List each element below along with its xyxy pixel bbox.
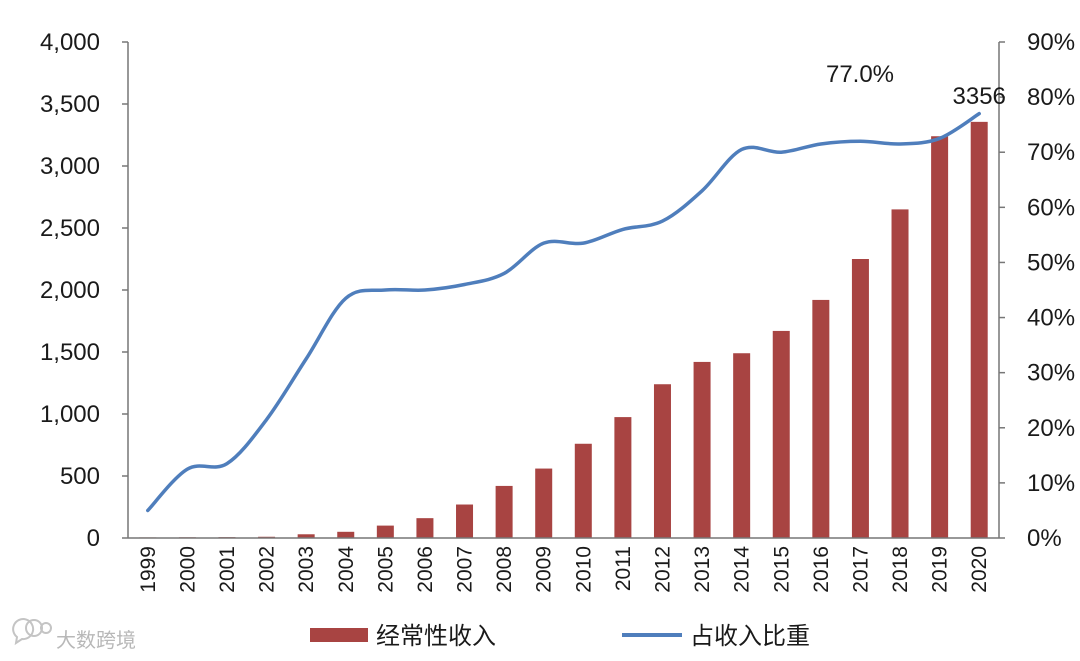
left-tick-label: 3,500 xyxy=(40,91,100,118)
legend-line-label: 占收入比重 xyxy=(690,622,810,650)
x-tick-label: 2003 xyxy=(295,546,318,593)
x-tick-label: 2001 xyxy=(216,546,239,593)
bar xyxy=(614,417,632,538)
legend-bar-swatch xyxy=(310,628,368,642)
x-tick-label: 2016 xyxy=(810,546,833,593)
bar xyxy=(733,353,751,538)
bar xyxy=(851,259,869,538)
watermark: 大数跨境 xyxy=(12,618,136,652)
bar xyxy=(693,361,711,538)
x-tick-label: 2013 xyxy=(691,546,714,593)
right-y-axis: 0% 10% 20% 30% 40% 50% 60% 70% 80% 90% xyxy=(998,29,1075,552)
x-tick-label: 2008 xyxy=(493,546,516,593)
bar xyxy=(297,534,315,538)
right-tick-label: 80% xyxy=(1027,84,1075,111)
x-tick-label: 2005 xyxy=(374,546,397,593)
left-tick-label: 1,000 xyxy=(40,401,100,428)
x-tick-label: 2011 xyxy=(612,546,635,591)
left-tick-label: 3,000 xyxy=(40,153,100,180)
x-axis: 1999 2000 2001 2002 2003 2004 2005 2006 2007 2008… xyxy=(128,537,999,593)
bar-series xyxy=(139,121,988,539)
x-tick-label: 2009 xyxy=(533,546,556,593)
left-tick-label: 0 xyxy=(87,525,100,552)
annotations: 77.0% 3356 xyxy=(826,61,1006,110)
annotation-last-percent: 77.0% xyxy=(826,61,894,88)
x-tick-label: 1999 xyxy=(137,546,160,593)
bar xyxy=(416,518,434,538)
right-tick-label: 70% xyxy=(1027,139,1075,166)
x-tick-label: 2018 xyxy=(889,546,912,593)
x-tick-label: 2006 xyxy=(414,546,437,593)
x-tick-label: 2015 xyxy=(770,546,793,593)
bar xyxy=(891,209,909,538)
x-tick-label: 2010 xyxy=(572,546,595,593)
left-tick-label: 2,500 xyxy=(40,215,100,242)
bar xyxy=(495,485,513,538)
bar xyxy=(574,443,592,538)
right-tick-label: 20% xyxy=(1027,415,1075,442)
left-tick-label: 4,000 xyxy=(40,29,100,56)
x-tick-label: 2014 xyxy=(731,546,754,593)
bar xyxy=(970,121,988,538)
right-tick-label: 40% xyxy=(1027,305,1075,332)
bar xyxy=(376,525,394,538)
left-tick-label: 1,500 xyxy=(40,339,100,366)
annotation-last-value: 3356 xyxy=(953,83,1006,110)
bar xyxy=(653,384,671,538)
bar xyxy=(772,330,790,538)
left-y-axis: 0 500 1,000 1,500 2,000 2,500 3,000 3,500 4,000 xyxy=(40,29,129,552)
x-tick-label: 2017 xyxy=(849,546,872,593)
left-tick-label: 2,000 xyxy=(40,277,100,304)
right-tick-label: 30% xyxy=(1027,360,1075,387)
right-tick-label: 50% xyxy=(1027,249,1075,276)
x-tick-label: 2004 xyxy=(335,546,358,593)
x-tick-label: 2019 xyxy=(929,546,952,593)
line-series xyxy=(146,111,981,513)
bar xyxy=(456,504,474,538)
right-tick-label: 90% xyxy=(1027,29,1075,56)
x-tick-label: 2007 xyxy=(454,546,477,593)
x-tick-label: 2012 xyxy=(651,546,674,593)
right-tick-label: 10% xyxy=(1027,470,1075,497)
chat-bubble-logo-icon xyxy=(12,618,52,646)
legend-bar-label: 经常性收入 xyxy=(376,622,496,650)
legend: 经常性收入 占收入比重 xyxy=(310,622,810,650)
bar xyxy=(337,531,355,538)
bar xyxy=(931,136,949,539)
x-tick-label: 2002 xyxy=(256,546,279,593)
line-path xyxy=(146,111,981,513)
right-tick-label: 60% xyxy=(1027,194,1075,221)
bar xyxy=(812,299,830,538)
x-tick-label: 2000 xyxy=(176,546,199,593)
right-tick-label: 0% xyxy=(1027,525,1062,552)
watermark-text: 大数跨境 xyxy=(56,628,136,652)
x-tick-label: 2020 xyxy=(968,546,991,593)
left-tick-label: 500 xyxy=(60,463,100,490)
bar xyxy=(535,468,553,538)
